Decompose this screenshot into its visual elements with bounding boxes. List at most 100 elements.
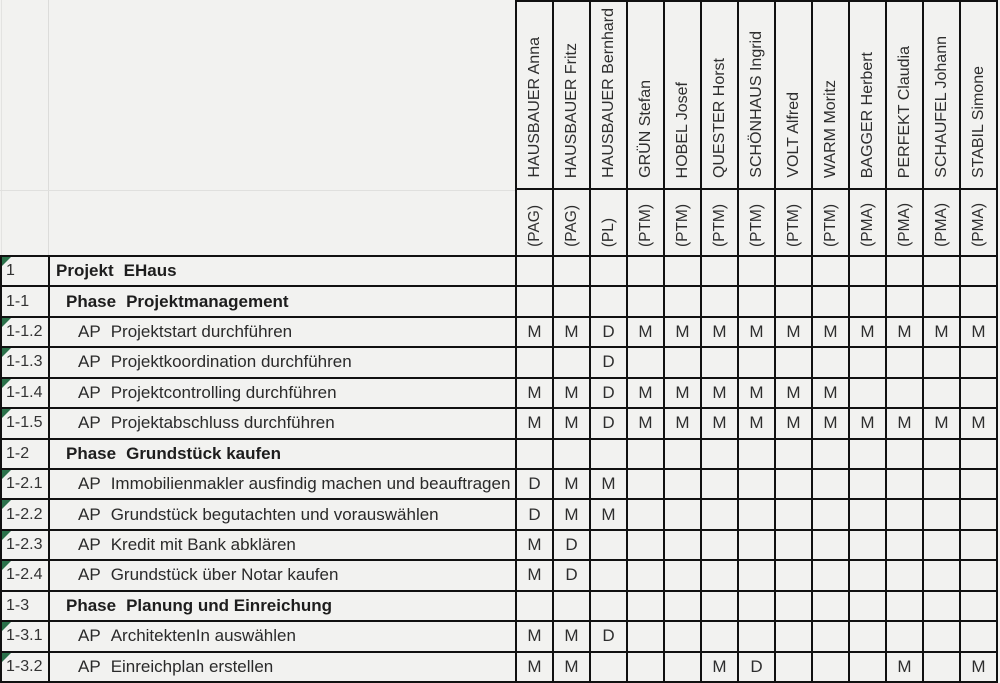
assignment-cell[interactable] <box>628 439 665 470</box>
person-role-cell[interactable]: (PTM) <box>776 190 813 255</box>
assignment-cell[interactable] <box>739 287 776 318</box>
person-header-cell[interactable]: QUESTER Horst <box>702 2 739 190</box>
assignment-cell[interactable] <box>554 439 591 470</box>
assignment-cell[interactable] <box>739 622 776 653</box>
assignment-cell[interactable] <box>776 591 813 623</box>
assignment-cell[interactable]: M <box>665 317 702 349</box>
task-cell[interactable]: AP Grundstück über Notar kaufen <box>50 561 517 592</box>
assignment-cell[interactable]: M <box>554 652 591 683</box>
assignment-cell[interactable]: M <box>702 409 739 440</box>
assignment-cell[interactable] <box>850 561 887 592</box>
row-id-cell[interactable]: 1-1.5 <box>2 409 50 440</box>
assignment-cell[interactable] <box>628 530 665 562</box>
assignment-cell[interactable]: M <box>813 378 850 410</box>
assignment-cell[interactable]: M <box>961 652 998 683</box>
person-role-cell[interactable]: (PAG) <box>517 190 554 255</box>
assignment-cell[interactable]: M <box>517 561 554 592</box>
assignment-cell[interactable]: M <box>517 378 554 410</box>
row-id-cell[interactable]: 1-3.1 <box>2 622 50 653</box>
person-header-cell[interactable]: VOLT Alfred <box>776 2 813 190</box>
person-header-cell[interactable]: HOBEL Josef <box>665 2 702 190</box>
task-cell[interactable]: AP Grundstück begutachten und vorauswähle… <box>50 500 517 531</box>
assignment-cell[interactable] <box>813 500 850 531</box>
assignment-cell[interactable] <box>924 287 961 318</box>
assignment-cell[interactable] <box>702 530 739 562</box>
assignment-cell[interactable] <box>813 591 850 623</box>
task-cell[interactable]: Phase Planung und Einreichung <box>50 591 517 623</box>
assignment-cell[interactable] <box>776 287 813 318</box>
assignment-cell[interactable] <box>924 348 961 379</box>
assignment-cell[interactable] <box>776 530 813 562</box>
assignment-cell[interactable] <box>813 530 850 562</box>
assignment-cell[interactable] <box>702 287 739 318</box>
task-cell[interactable]: AP Einreichplan erstellen <box>50 652 517 683</box>
assignment-cell[interactable] <box>887 591 924 623</box>
person-role-cell[interactable]: (PMA) <box>850 190 887 255</box>
assignment-cell[interactable] <box>961 591 998 623</box>
assignment-cell[interactable] <box>665 591 702 623</box>
assignment-cell[interactable]: M <box>739 378 776 410</box>
assignment-cell[interactable] <box>887 470 924 501</box>
task-cell[interactable]: Phase Grundstück kaufen <box>50 439 517 470</box>
assignment-cell[interactable] <box>517 257 554 288</box>
assignment-cell[interactable] <box>702 500 739 531</box>
task-cell[interactable]: Projekt EHaus <box>50 257 517 288</box>
assignment-cell[interactable] <box>961 530 998 562</box>
assignment-cell[interactable] <box>850 591 887 623</box>
assignment-cell[interactable] <box>665 500 702 531</box>
assignment-cell[interactable] <box>924 378 961 410</box>
assignment-cell[interactable] <box>665 470 702 501</box>
person-header-cell[interactable]: HAUSBAUER Bernhard <box>591 2 628 190</box>
assignment-cell[interactable] <box>961 622 998 653</box>
assignment-cell[interactable]: M <box>628 378 665 410</box>
assignment-cell[interactable] <box>887 439 924 470</box>
row-id-cell[interactable]: 1-2.1 <box>2 470 50 501</box>
assignment-cell[interactable] <box>887 530 924 562</box>
assignment-cell[interactable]: M <box>702 378 739 410</box>
task-cell[interactable]: AP Kredit mit Bank abklären <box>50 530 517 562</box>
assignment-cell[interactable] <box>591 439 628 470</box>
assignment-cell[interactable] <box>961 470 998 501</box>
assignment-cell[interactable] <box>924 439 961 470</box>
assignment-cell[interactable] <box>813 622 850 653</box>
assignment-cell[interactable] <box>887 622 924 653</box>
assignment-cell[interactable]: D <box>554 561 591 592</box>
person-header-cell[interactable]: SCHAUFEL Johann <box>924 2 961 190</box>
assignment-cell[interactable] <box>924 652 961 683</box>
assignment-cell[interactable] <box>702 470 739 501</box>
person-header-cell[interactable]: HAUSBAUER Anna <box>517 2 554 190</box>
assignment-cell[interactable]: M <box>702 652 739 683</box>
row-id-cell[interactable]: 1-2 <box>2 439 50 470</box>
assignment-cell[interactable]: M <box>517 652 554 683</box>
assignment-cell[interactable]: M <box>850 317 887 349</box>
assignment-cell[interactable] <box>961 257 998 288</box>
assignment-cell[interactable]: M <box>739 409 776 440</box>
assignment-cell[interactable] <box>887 348 924 379</box>
assignment-cell[interactable]: D <box>591 622 628 653</box>
assignment-cell[interactable] <box>665 622 702 653</box>
assignment-cell[interactable] <box>850 348 887 379</box>
row-id-cell[interactable]: 1-2.4 <box>2 561 50 592</box>
assignment-cell[interactable] <box>813 652 850 683</box>
assignment-cell[interactable]: M <box>776 409 813 440</box>
assignment-cell[interactable] <box>924 500 961 531</box>
assignment-cell[interactable] <box>887 287 924 318</box>
assignment-cell[interactable] <box>850 530 887 562</box>
assignment-cell[interactable]: M <box>961 317 998 349</box>
assignment-cell[interactable]: D <box>739 652 776 683</box>
assignment-cell[interactable] <box>739 561 776 592</box>
assignment-cell[interactable]: M <box>702 317 739 349</box>
assignment-cell[interactable]: M <box>554 409 591 440</box>
assignment-cell[interactable] <box>961 561 998 592</box>
assignment-cell[interactable] <box>591 591 628 623</box>
assignment-cell[interactable] <box>813 470 850 501</box>
assignment-cell[interactable]: M <box>628 317 665 349</box>
row-id-cell[interactable]: 1-3.2 <box>2 652 50 683</box>
assignment-cell[interactable] <box>702 622 739 653</box>
assignment-cell[interactable]: D <box>591 378 628 410</box>
assignment-cell[interactable] <box>813 439 850 470</box>
person-role-cell[interactable]: (PAG) <box>554 190 591 255</box>
person-header-cell[interactable]: PERFEKT Claudia <box>887 2 924 190</box>
person-role-cell[interactable]: (PMA) <box>961 190 998 255</box>
assignment-cell[interactable] <box>739 500 776 531</box>
